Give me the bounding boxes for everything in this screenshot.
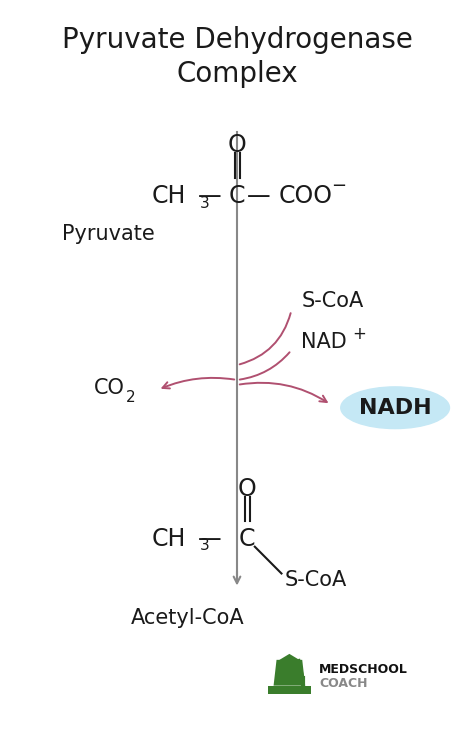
Text: S-CoA: S-CoA	[301, 291, 364, 310]
Text: Pyruvate: Pyruvate	[62, 224, 155, 244]
Text: O: O	[228, 132, 246, 157]
Ellipse shape	[341, 387, 449, 429]
Text: S-CoA: S-CoA	[284, 571, 346, 591]
Polygon shape	[273, 660, 305, 686]
Text: CH: CH	[151, 527, 186, 551]
Text: —: —	[198, 185, 221, 208]
Text: Pyruvate Dehydrogenase: Pyruvate Dehydrogenase	[62, 27, 412, 54]
Text: COO: COO	[279, 185, 332, 208]
Polygon shape	[280, 654, 299, 666]
Text: NAD: NAD	[301, 333, 347, 352]
Text: CO: CO	[94, 378, 125, 398]
Text: NADH: NADH	[359, 398, 431, 417]
FancyBboxPatch shape	[268, 686, 311, 693]
Text: —: —	[247, 185, 271, 208]
Text: C: C	[229, 185, 245, 208]
Text: —: —	[198, 527, 221, 551]
Text: Complex: Complex	[176, 60, 298, 89]
Text: −: −	[331, 177, 346, 196]
Text: COACH: COACH	[319, 677, 367, 690]
Text: Acetyl-CoA: Acetyl-CoA	[131, 608, 245, 628]
Text: 2: 2	[126, 391, 136, 405]
Text: +: +	[353, 325, 366, 343]
Text: CH: CH	[151, 185, 186, 208]
Text: 3: 3	[200, 196, 209, 211]
Text: MEDSCHOOL: MEDSCHOOL	[319, 663, 408, 676]
Text: C: C	[238, 527, 255, 551]
Text: O: O	[237, 477, 256, 501]
Text: 3: 3	[200, 538, 209, 554]
